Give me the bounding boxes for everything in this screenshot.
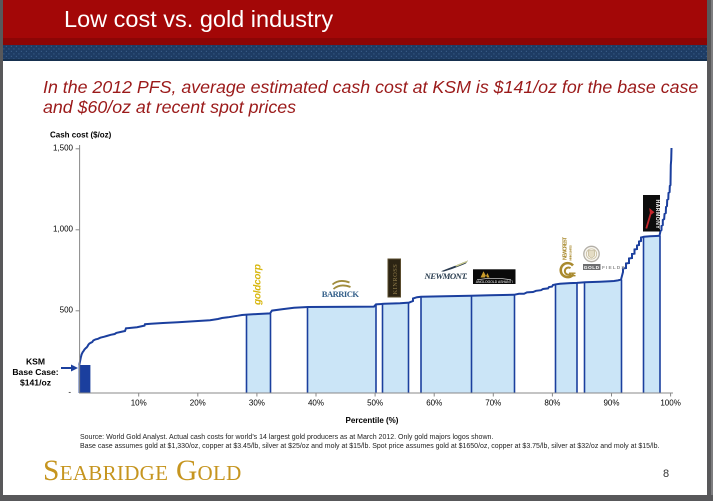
svg-text:NEWMONT.: NEWMONT.	[424, 271, 468, 281]
svg-text:HARMONY: HARMONY	[654, 200, 660, 230]
svg-text:1,000: 1,000	[53, 225, 74, 234]
svg-text:Base case assumes gold at $1,3: Base case assumes gold at $1,330/oz, cop…	[80, 443, 659, 450]
svg-text:goldcorp: goldcorp	[253, 264, 264, 306]
svg-text:10%: 10%	[131, 399, 147, 408]
svg-text:ANGLOGOLD ASHANTI: ANGLOGOLD ASHANTI	[476, 280, 513, 284]
svg-text:KSM: KSM	[26, 357, 45, 367]
svg-text:1,500: 1,500	[53, 144, 74, 153]
svg-text:-: -	[68, 388, 71, 397]
svg-text:Base Case:: Base Case:	[12, 367, 58, 377]
svg-text:$141/oz: $141/oz	[20, 378, 51, 388]
svg-text:Cash cost ($/oz): Cash cost ($/oz)	[50, 131, 112, 140]
svg-text:40%: 40%	[308, 399, 324, 408]
svg-text:GOLD: GOLD	[584, 265, 600, 271]
svg-text:Source: World Gold Analyst. Ac: Source: World Gold Analyst. Actual cash …	[80, 434, 493, 441]
svg-text:50%: 50%	[367, 399, 383, 408]
svg-text:70%: 70%	[485, 399, 501, 408]
svg-text:20%: 20%	[190, 399, 206, 408]
svg-text:Percentile (%): Percentile (%)	[346, 416, 399, 425]
svg-text:KINROSS: KINROSS	[392, 264, 399, 295]
svg-text:FIELDS: FIELDS	[602, 265, 626, 271]
svg-text:MINING LIMITED: MINING LIMITED	[569, 245, 573, 261]
svg-text:BARRICK: BARRICK	[322, 289, 360, 299]
svg-text:NEWCREST: NEWCREST	[563, 236, 569, 260]
svg-text:90%: 90%	[603, 399, 619, 408]
svg-text:60%: 60%	[426, 399, 442, 408]
svg-text:30%: 30%	[249, 399, 265, 408]
svg-text:80%: 80%	[544, 399, 560, 408]
svg-text:500: 500	[60, 306, 74, 315]
svg-text:100%: 100%	[660, 399, 680, 408]
